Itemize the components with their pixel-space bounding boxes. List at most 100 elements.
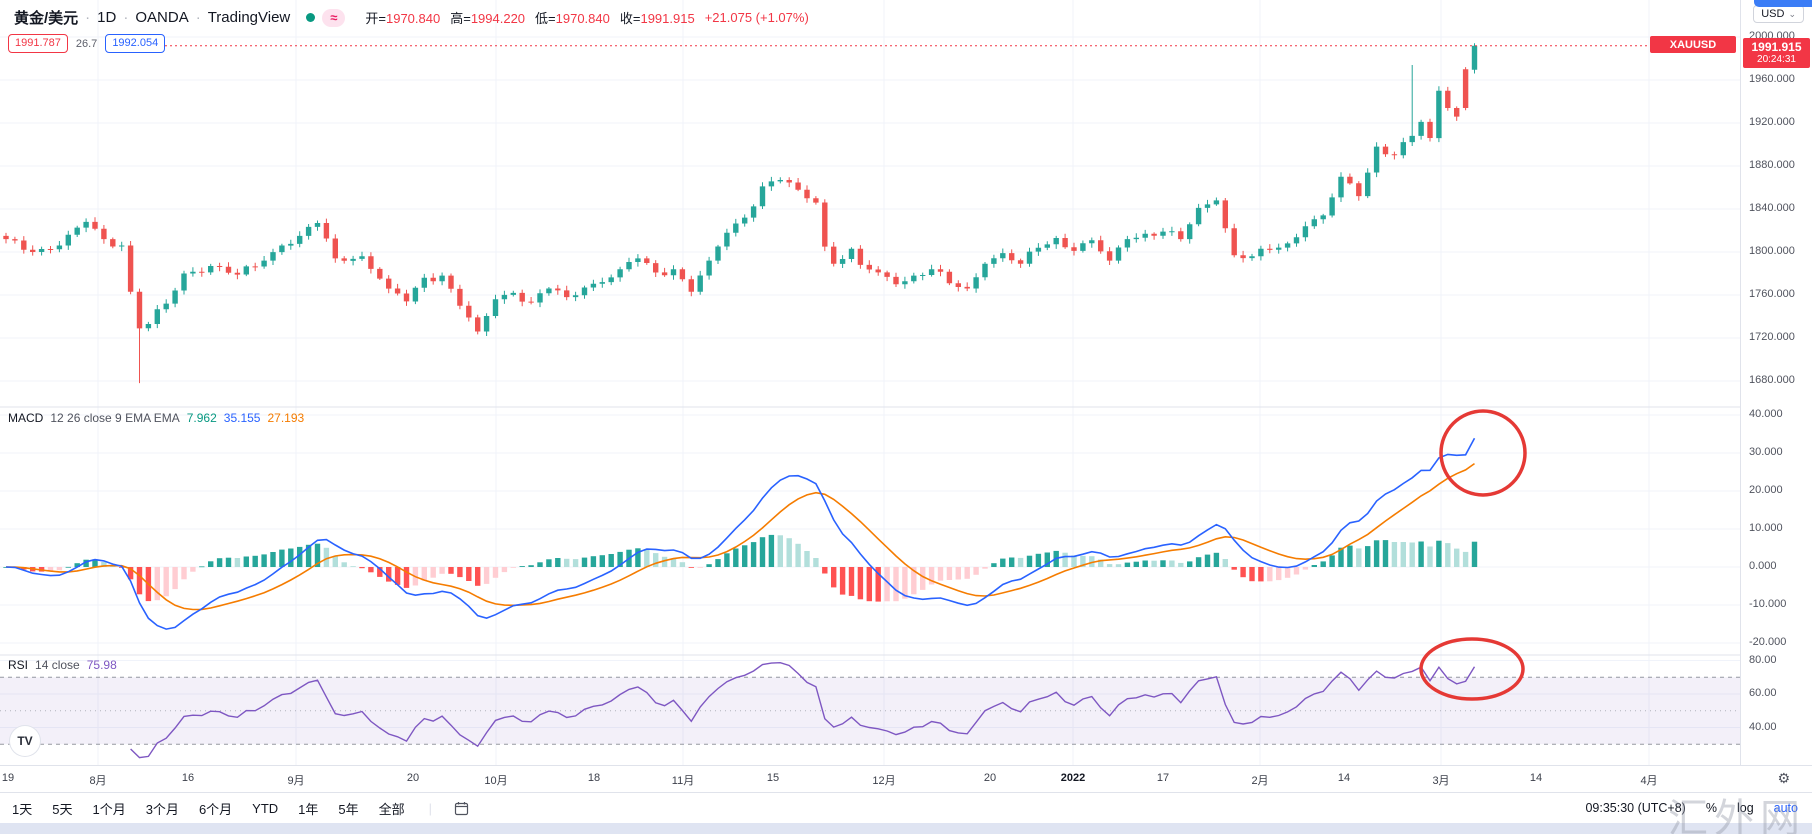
price-tick: 1760.000 <box>1749 288 1795 300</box>
candlestick-series <box>3 43 1478 384</box>
macd-histogram-value: 7.962 <box>186 411 217 425</box>
time-tick: 15 <box>766 772 780 784</box>
macd-signal-value: 27.193 <box>267 411 305 425</box>
change-value: +21.075 (+1.07%) <box>704 10 809 25</box>
rsi-highlight-circle <box>1419 637 1525 701</box>
macd-signal-line <box>5 462 1475 611</box>
tradingview-logo-icon[interactable]: TV <box>10 726 40 756</box>
macd-tick: 10.000 <box>1749 522 1783 534</box>
last-price-time: 20:24:31 <box>1757 54 1796 65</box>
date-range-buttons: | 1天 5天 1个月 3个月 6个月 YTD 1年 5年 全部 <box>12 793 469 823</box>
time-tick: 20 <box>983 772 997 784</box>
market-status: ≈ <box>306 8 346 27</box>
macd-tick: -10.000 <box>1749 598 1787 610</box>
time-tick: 10月 <box>484 775 508 787</box>
rsi-series <box>0 661 1740 759</box>
time-tick: 18 <box>587 772 601 784</box>
rsi-params: 14 close <box>35 658 80 672</box>
spread-value: 26.7 <box>75 37 98 50</box>
low-value: 1970.840 <box>555 11 610 26</box>
time-tick: 14 <box>1529 772 1543 784</box>
interval-label[interactable]: 1D <box>97 9 117 26</box>
range-button-1个月[interactable]: 1个月 <box>92 801 126 817</box>
macd-params: 12 26 close 9 EMA EMA <box>50 411 180 425</box>
rsi-tick: 60.00 <box>1749 687 1777 699</box>
currency-value: USD <box>1761 8 1785 20</box>
time-tick: 12月 <box>872 775 896 787</box>
last-price-symbol-chip: XAUUSD <box>1650 36 1736 53</box>
high-label: 高= <box>450 11 471 26</box>
gridlines <box>0 0 1740 765</box>
time-axis[interactable]: 19 8月 16 9月 20 10月 18 11月 15 12月 20 2022 17 2月 14 3月 14 4… <box>0 765 1812 793</box>
macd-series <box>3 437 1478 630</box>
macd-tick: -20.000 <box>1749 636 1787 648</box>
separator-dot: · <box>123 9 129 26</box>
range-button-5天[interactable]: 5天 <box>52 801 73 817</box>
range-button-1天[interactable]: 1天 <box>12 801 33 817</box>
rsi-line <box>130 661 1476 759</box>
time-tick: 4月 <box>1640 775 1658 787</box>
time-tick: 2022 <box>1060 772 1086 784</box>
time-tick: 14 <box>1337 772 1351 784</box>
delayed-data-icon[interactable]: ≈ <box>322 8 346 27</box>
macd-line-value: 35.155 <box>223 411 261 425</box>
bid-price-chip[interactable]: 1991.787 <box>8 34 68 53</box>
range-button-5年[interactable]: 5年 <box>338 801 359 817</box>
macd-tick: 20.000 <box>1749 484 1783 496</box>
time-tick: 2月 <box>1251 775 1269 787</box>
price-tick: 1680.000 <box>1749 374 1795 386</box>
site-watermark: 汇外网 <box>1668 797 1806 834</box>
close-label: 收= <box>619 11 641 26</box>
range-button-6个月[interactable]: 6个月 <box>198 801 233 817</box>
open-value: 1970.840 <box>385 11 441 26</box>
price-axis[interactable]: USD ⌄ 1991.915 20:24:31 2000.000 1960.000… <box>1740 0 1812 765</box>
time-tick: 20 <box>406 772 420 784</box>
down-candle-bodies <box>3 69 1469 332</box>
macd-line <box>5 437 1476 630</box>
rsi-value: 75.98 <box>86 658 117 672</box>
time-tick: 19 <box>1 772 15 784</box>
clock-label[interactable]: 09:35:30 (UTC+8) <box>1585 801 1686 815</box>
range-button-1年[interactable]: 1年 <box>298 801 319 817</box>
bottom-toolbar: | 1天 5天 1个月 3个月 6个月 YTD 1年 5年 全部 09:35:30 (UTC+8… <box>0 792 1812 823</box>
exchange-label[interactable]: OANDA <box>135 9 189 26</box>
time-tick: 17 <box>1156 772 1170 784</box>
rsi-title: RSI <box>8 658 29 672</box>
rsi-tick: 40.00 <box>1749 720 1777 733</box>
toolbar-right-controls: 09:35:30 (UTC+8) % log auto <box>1585 793 1798 823</box>
price-tick: 1960.000 <box>1749 73 1795 85</box>
chart-canvas[interactable] <box>0 0 1740 765</box>
calendar-icon <box>454 801 469 815</box>
bid-ask-row: 1991.787 26.7 1992.054 <box>8 34 166 53</box>
auto-scale-button[interactable]: auto <box>1773 801 1798 815</box>
symbol-title[interactable]: 黄金/美元 <box>14 10 79 27</box>
macd-indicator-legend[interactable]: MACD 12 26 close 9 EMA EMA 7.962 35.155 … <box>8 411 304 425</box>
percent-scale-button[interactable]: % <box>1705 801 1717 815</box>
price-tick: 1920.000 <box>1749 116 1795 128</box>
rsi-indicator-legend[interactable]: RSI 14 close 75.98 <box>8 658 117 672</box>
price-tick: 1880.000 <box>1749 159 1795 171</box>
separator-dot: · <box>195 9 201 26</box>
ask-price-chip[interactable]: 1992.054 <box>105 34 166 53</box>
separator-dot: · <box>85 9 91 26</box>
platform-label[interactable]: TradingView <box>207 9 291 26</box>
price-tick: 1800.000 <box>1749 245 1795 257</box>
last-price-value: 1991.915 <box>1751 40 1802 54</box>
macd-tick: 30.000 <box>1749 446 1783 458</box>
currency-dropdown[interactable]: USD ⌄ <box>1753 5 1804 23</box>
time-tick: 3月 <box>1432 775 1450 787</box>
open-label: 开= <box>365 11 386 26</box>
time-tick: 8月 <box>89 775 107 787</box>
go-to-date-button[interactable] <box>454 801 469 816</box>
range-button-YTD[interactable]: YTD <box>252 800 279 816</box>
ohlc-values: 开=1970.840 高=1994.220 低=1970.840 收=1991.… <box>365 8 808 27</box>
macd-tick: 0.000 <box>1749 560 1777 572</box>
range-button-全部[interactable]: 全部 <box>378 801 405 817</box>
high-value: 1994.220 <box>470 11 526 26</box>
log-scale-button[interactable]: log <box>1736 801 1754 815</box>
gear-icon[interactable]: ⚙ <box>1777 770 1790 786</box>
macd-tick: 40.000 <box>1749 408 1783 420</box>
range-button-3个月[interactable]: 3个月 <box>145 801 179 817</box>
time-tick: 9月 <box>287 775 305 787</box>
